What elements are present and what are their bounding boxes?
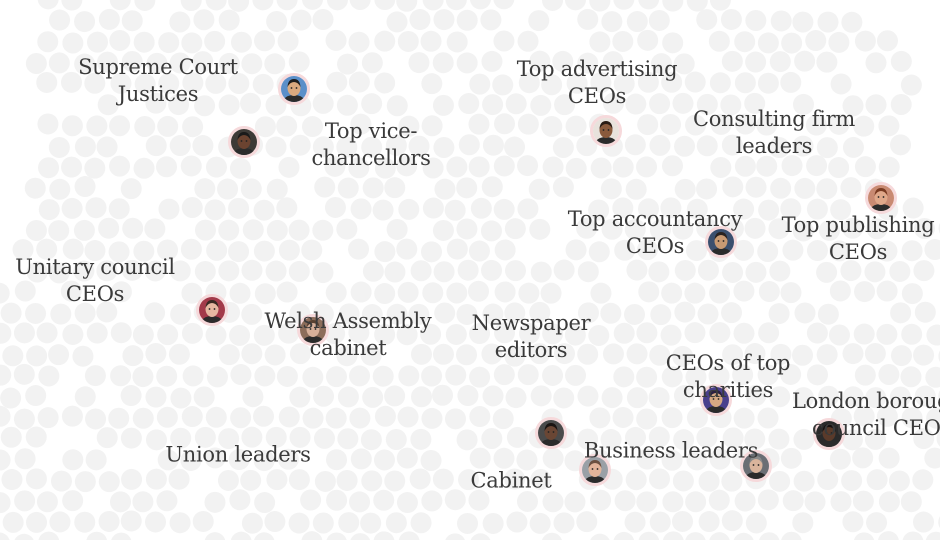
label-line: Cabinet <box>470 468 552 493</box>
label-line: council CEOs <box>812 416 940 440</box>
label-line: Newspaper <box>471 311 591 335</box>
portrait-top-advertising-ceos <box>590 115 622 147</box>
portrait-unitary-council-ceos <box>196 294 228 326</box>
portrait-art <box>582 457 608 483</box>
label-welsh-assembly-cabinet: Welsh Assembly cabinet <box>265 308 432 362</box>
label-line: Top vice- <box>324 119 418 143</box>
portrait-art <box>868 185 894 211</box>
label-line: Business leaders <box>583 438 759 463</box>
portrait-art <box>281 76 307 102</box>
portrait-business-leaders-2 <box>740 450 772 482</box>
label-line: London borough <box>792 389 940 413</box>
label-line: CEOs <box>65 282 125 306</box>
label-line: Supreme Court <box>78 55 238 79</box>
label-london-borough-council-ceos: London borough council CEOs <box>792 388 940 442</box>
label-line: editors <box>494 338 568 362</box>
label-line: Consulting firm <box>693 107 855 131</box>
label-top-advertising-ceos: Top advertising CEOs <box>517 56 678 110</box>
portrait-business-leaders-1 <box>579 454 611 486</box>
label-consulting-firm-leaders: Consulting firm leaders <box>693 106 855 160</box>
portrait-art <box>199 297 225 323</box>
label-line: CEOs <box>567 84 627 108</box>
label-line: Top publishing <box>781 213 935 237</box>
label-line: Justices <box>117 82 199 106</box>
portrait-art <box>743 453 769 479</box>
portrait-top-accountancy-ceos <box>705 226 737 258</box>
portrait-art <box>816 421 842 447</box>
label-line: Unitary council <box>15 255 175 279</box>
label-cabinet: Cabinet <box>470 468 551 495</box>
portrait-ceos-of-top-charities <box>700 384 732 416</box>
portrait-art <box>703 387 729 413</box>
label-ceos-of-top-charities: CEOs of top charities <box>665 350 791 404</box>
portrait-art <box>300 317 326 343</box>
portrait-art <box>708 229 734 255</box>
label-business-leaders: Business leaders <box>584 438 758 465</box>
label-newspaper-editors: Newspaper editors <box>472 310 591 364</box>
label-line: CEOs <box>625 234 685 258</box>
portrait-welsh-assembly-cabinet <box>297 314 329 346</box>
label-union-leaders: Union leaders <box>165 442 311 469</box>
label-top-accountancy-ceos: Top accountancy CEOs <box>568 206 743 260</box>
label-unitary-council-ceos: Unitary council CEOs <box>15 254 175 308</box>
label-supreme-court-justices: Supreme Court Justices <box>78 54 238 108</box>
label-top-vice-chancellors: Top vice- chancellors <box>311 118 430 172</box>
label-line: Welsh Assembly <box>264 309 432 333</box>
label-line: CEOs of top <box>665 351 791 375</box>
portrait-art <box>538 420 564 446</box>
label-line: charities <box>682 378 774 402</box>
label-line: cabinet <box>309 336 387 360</box>
label-line: chancellors <box>311 146 431 170</box>
portrait-london-borough-council-ceos <box>813 418 845 450</box>
label-line: CEOs <box>828 240 888 264</box>
label-line: Top advertising <box>516 57 678 81</box>
portrait-supreme-court-justices <box>278 73 310 105</box>
label-line: Union leaders <box>165 442 311 467</box>
portrait-top-vice-chancellors <box>228 126 260 158</box>
label-top-publishing-ceos: Top publishing CEOs <box>782 212 935 266</box>
portrait-art <box>593 118 619 144</box>
label-line: leaders <box>735 134 813 158</box>
portrait-cabinet <box>535 417 567 449</box>
portrait-top-publishing-ceos <box>865 182 897 214</box>
portrait-art <box>231 129 257 155</box>
